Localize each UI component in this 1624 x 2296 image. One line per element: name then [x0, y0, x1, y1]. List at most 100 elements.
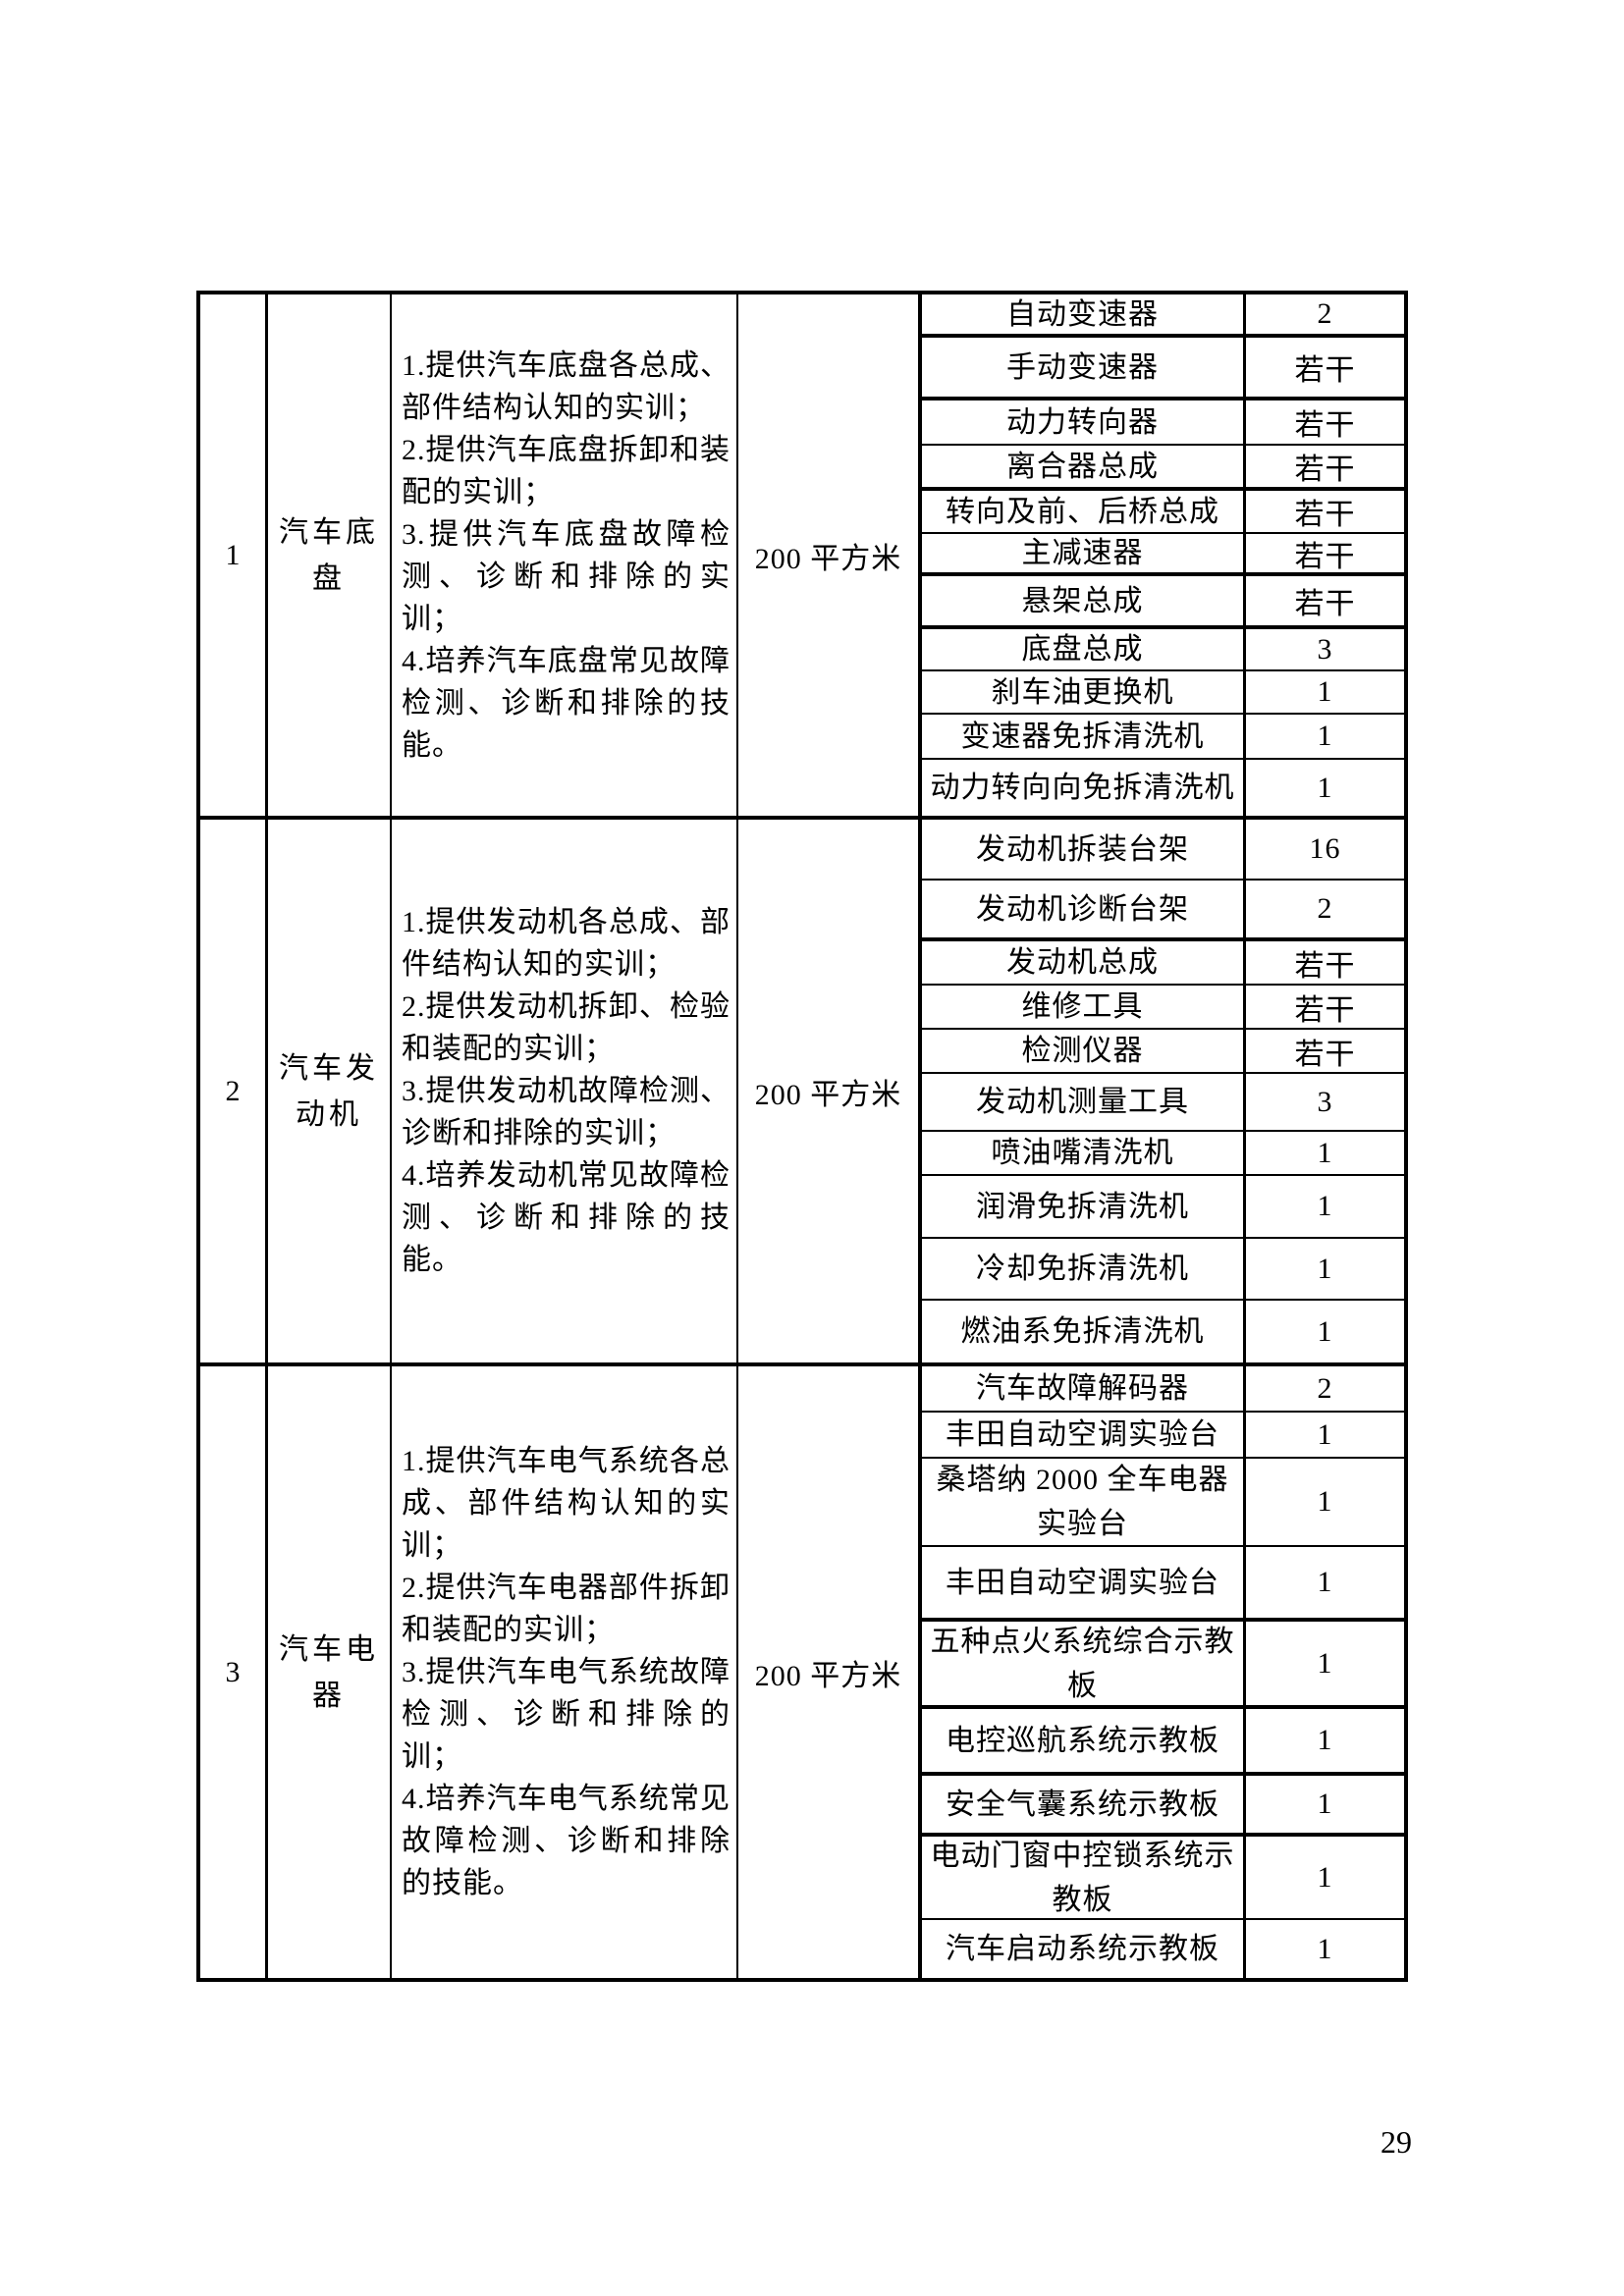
equipment-row: 发动机诊断台架 2	[922, 881, 1404, 941]
equipment-quantity-cell: 若干	[1294, 354, 1356, 387]
equipment-name-cell: 变速器免拆清洗机	[922, 715, 1246, 758]
equipment-quantity-cell: 若干	[1294, 1038, 1356, 1071]
equipment-row: 桑塔纳 2000 全车电器实验台 1	[922, 1459, 1404, 1547]
description-item: 3.提供汽车底盘故障检测、诊断和排除的实训；	[402, 517, 731, 635]
equipment-row: 发动机总成 若干	[922, 941, 1404, 986]
equipment-rows: 发动机拆装台架 16 发动机诊断台架 2 发动机总成 若干 维修工具 若干 检测仪器 若干 发动机测…	[922, 820, 1404, 1362]
equipment-quantity-cell: 1	[1317, 720, 1333, 752]
equipment-quantity-cell: 1	[1317, 1485, 1333, 1518]
row-index-cell: 3	[200, 1366, 268, 1978]
equipment-name-cell: 发动机拆装台架	[922, 820, 1246, 879]
description-item: 1.提供汽车电气系统各总成、部件结构认知的实训；	[402, 1445, 731, 1562]
description-cell: 1.提供发动机各总成、部件结构认知的实训； 2.提供发动机拆卸、检验和装配的实训；…	[392, 820, 738, 1362]
room-name-cell: 汽车电器	[268, 1366, 392, 1978]
equipment-name-cell: 五种点火系统综合示教板	[922, 1622, 1246, 1705]
equipment-name-cell: 电控巡航系统示教板	[922, 1709, 1246, 1772]
equipment-quantity-cell: 1	[1317, 675, 1333, 708]
equipment-row: 电动门窗中控锁系统示教板 1	[922, 1837, 1404, 1920]
equipment-row: 汽车启动系统示教板 1	[922, 1920, 1404, 1978]
description-item: 4.培养发动机常见故障检测、诊断和排除的技能。	[402, 1159, 731, 1276]
equipment-row: 维修工具 若干	[922, 986, 1404, 1030]
equipment-row: 电控巡航系统示教板 1	[922, 1709, 1404, 1776]
equipment-row: 变速器免拆清洗机 1	[922, 715, 1404, 760]
equipment-quantity-cell: 1	[1317, 1314, 1333, 1348]
equipment-name-cell: 汽车故障解码器	[922, 1366, 1246, 1411]
area-cell: 200 平方米	[738, 820, 922, 1362]
equipment-quantity-cell: 1	[1317, 1788, 1333, 1820]
equipment-name-cell: 离合器总成	[922, 446, 1246, 487]
description-cell: 1.提供汽车电气系统各总成、部件结构认知的实训； 2.提供汽车电器部件拆卸和装配的…	[392, 1366, 738, 1978]
row-index-cell: 2	[200, 820, 268, 1362]
equipment-name-cell: 检测仪器	[922, 1030, 1246, 1072]
equipment-quantity-cell: 1	[1317, 1252, 1333, 1285]
equipment-quantity-cell: 1	[1317, 1136, 1333, 1169]
equipment-name-cell: 动力转向器	[922, 400, 1246, 444]
equipment-row: 主减速器 若干	[922, 534, 1404, 576]
equipment-quantity-cell: 3	[1317, 632, 1333, 666]
equipment-quantity-cell: 若干	[1294, 588, 1356, 620]
description-item: 2.提供发动机拆卸、检验和装配的实训；	[402, 990, 731, 1065]
equipment-name-cell: 转向及前、后桥总成	[922, 491, 1246, 532]
equipment-name-cell: 悬架总成	[922, 576, 1246, 625]
table-row: 1 汽车底盘 1.提供汽车底盘各总成、部件结构认知的实训； 2.提供汽车底盘拆卸和装配…	[200, 294, 1404, 816]
equipment-quantity-cell: 若干	[1294, 454, 1356, 486]
equipment-quantity-cell: 1	[1317, 771, 1333, 804]
equipment-rows: 自动变速器 2 手动变速器 若干 动力转向器 若干 离合器总成 若干 转向及前、后桥总成 若干 主减…	[922, 294, 1404, 816]
equipment-name-cell: 维修工具	[922, 986, 1246, 1028]
room-name-cell: 汽车发动机	[268, 820, 392, 1362]
equipment-quantity-cell: 2	[1317, 297, 1333, 330]
equipment-name-cell: 底盘总成	[922, 629, 1246, 669]
equipment-quantity-cell: 1	[1317, 1417, 1333, 1451]
equipment-quantity-cell: 若干	[1294, 409, 1356, 442]
equipment-row: 悬架总成 若干	[922, 576, 1404, 629]
equipment-row: 自动变速器 2	[922, 294, 1404, 338]
description-item: 2.提供汽车底盘拆卸和装配的实训；	[402, 433, 731, 508]
equipment-row: 刹车油更换机 1	[922, 671, 1404, 715]
equipment-row: 喷油嘴清洗机 1	[922, 1132, 1404, 1176]
description-cell: 1.提供汽车底盘各总成、部件结构认知的实训； 2.提供汽车底盘拆卸和装配的实训； 3…	[392, 294, 738, 816]
equipment-row: 发动机拆装台架 16	[922, 820, 1404, 881]
equipment-name-cell: 发动机诊断台架	[922, 881, 1246, 937]
description-item: 1.提供发动机各总成、部件结构认知的实训；	[402, 906, 731, 981]
equipment-name-cell: 丰田自动空调实验台	[922, 1547, 1246, 1618]
equipment-quantity-cell: 3	[1317, 1085, 1333, 1118]
description-item: 3.提供汽车电气系统故障检测、诊断和排除的训；	[402, 1656, 731, 1773]
equipment-name-cell: 汽车启动系统示教板	[922, 1920, 1246, 1978]
equipment-row: 润滑免拆清洗机 1	[922, 1176, 1404, 1239]
equipment-row: 底盘总成 3	[922, 629, 1404, 671]
equipment-row: 冷却免拆清洗机 1	[922, 1239, 1404, 1301]
equipment-name-cell: 自动变速器	[922, 294, 1246, 334]
page-number: 29	[1380, 2124, 1412, 2160]
row-index-cell: 1	[200, 294, 268, 816]
equipment-quantity-cell: 若干	[1294, 499, 1356, 531]
equipment-quantity-cell: 若干	[1294, 540, 1356, 573]
area-cell: 200 平方米	[738, 294, 922, 816]
equipment-row: 汽车故障解码器 2	[922, 1366, 1404, 1413]
equipment-name-cell: 动力转向向免拆清洗机	[922, 760, 1246, 816]
equipment-rows: 汽车故障解码器 2 丰田自动空调实验台 1 桑塔纳 2000 全车电器实验台 1 丰田自动空…	[922, 1366, 1404, 1978]
equipment-quantity-cell: 若干	[1294, 993, 1356, 1027]
equipment-quantity-cell: 1	[1317, 1724, 1333, 1756]
equipment-quantity-cell: 1	[1317, 1190, 1333, 1222]
equipment-name-cell: 润滑免拆清洗机	[922, 1176, 1246, 1237]
equipment-name-cell: 燃油系免拆清洗机	[922, 1301, 1246, 1362]
equipment-row: 丰田自动空调实验台 1	[922, 1413, 1404, 1459]
description-item: 2.提供汽车电器部件拆卸和装配的实训；	[402, 1572, 731, 1646]
equipment-row: 动力转向器 若干	[922, 400, 1404, 446]
area-cell: 200 平方米	[738, 1366, 922, 1978]
equipment-row: 五种点火系统综合示教板 1	[922, 1622, 1404, 1709]
equipment-row: 离合器总成 若干	[922, 446, 1404, 491]
table-row: 3 汽车电器 1.提供汽车电气系统各总成、部件结构认知的实训； 2.提供汽车电器部件拆…	[200, 1362, 1404, 1978]
equipment-name-cell: 冷却免拆清洗机	[922, 1239, 1246, 1299]
description-item: 1.提供汽车底盘各总成、部件结构认知的实训；	[402, 348, 731, 424]
description-item: 3.提供发动机故障检测、诊断和排除的实训；	[402, 1075, 731, 1149]
equipment-row: 丰田自动空调实验台 1	[922, 1547, 1404, 1622]
equipment-name-cell: 刹车油更换机	[922, 671, 1246, 713]
equipment-table: 1 汽车底盘 1.提供汽车底盘各总成、部件结构认知的实训； 2.提供汽车底盘拆卸和装配…	[196, 291, 1408, 1982]
equipment-row: 燃油系免拆清洗机 1	[922, 1301, 1404, 1362]
equipment-row: 发动机测量工具 3	[922, 1074, 1404, 1132]
equipment-quantity-cell: 1	[1317, 1860, 1333, 1894]
equipment-name-cell: 电动门窗中控锁系统示教板	[922, 1837, 1246, 1918]
equipment-name-cell: 发动机总成	[922, 941, 1246, 984]
equipment-quantity-cell: 16	[1309, 832, 1341, 865]
